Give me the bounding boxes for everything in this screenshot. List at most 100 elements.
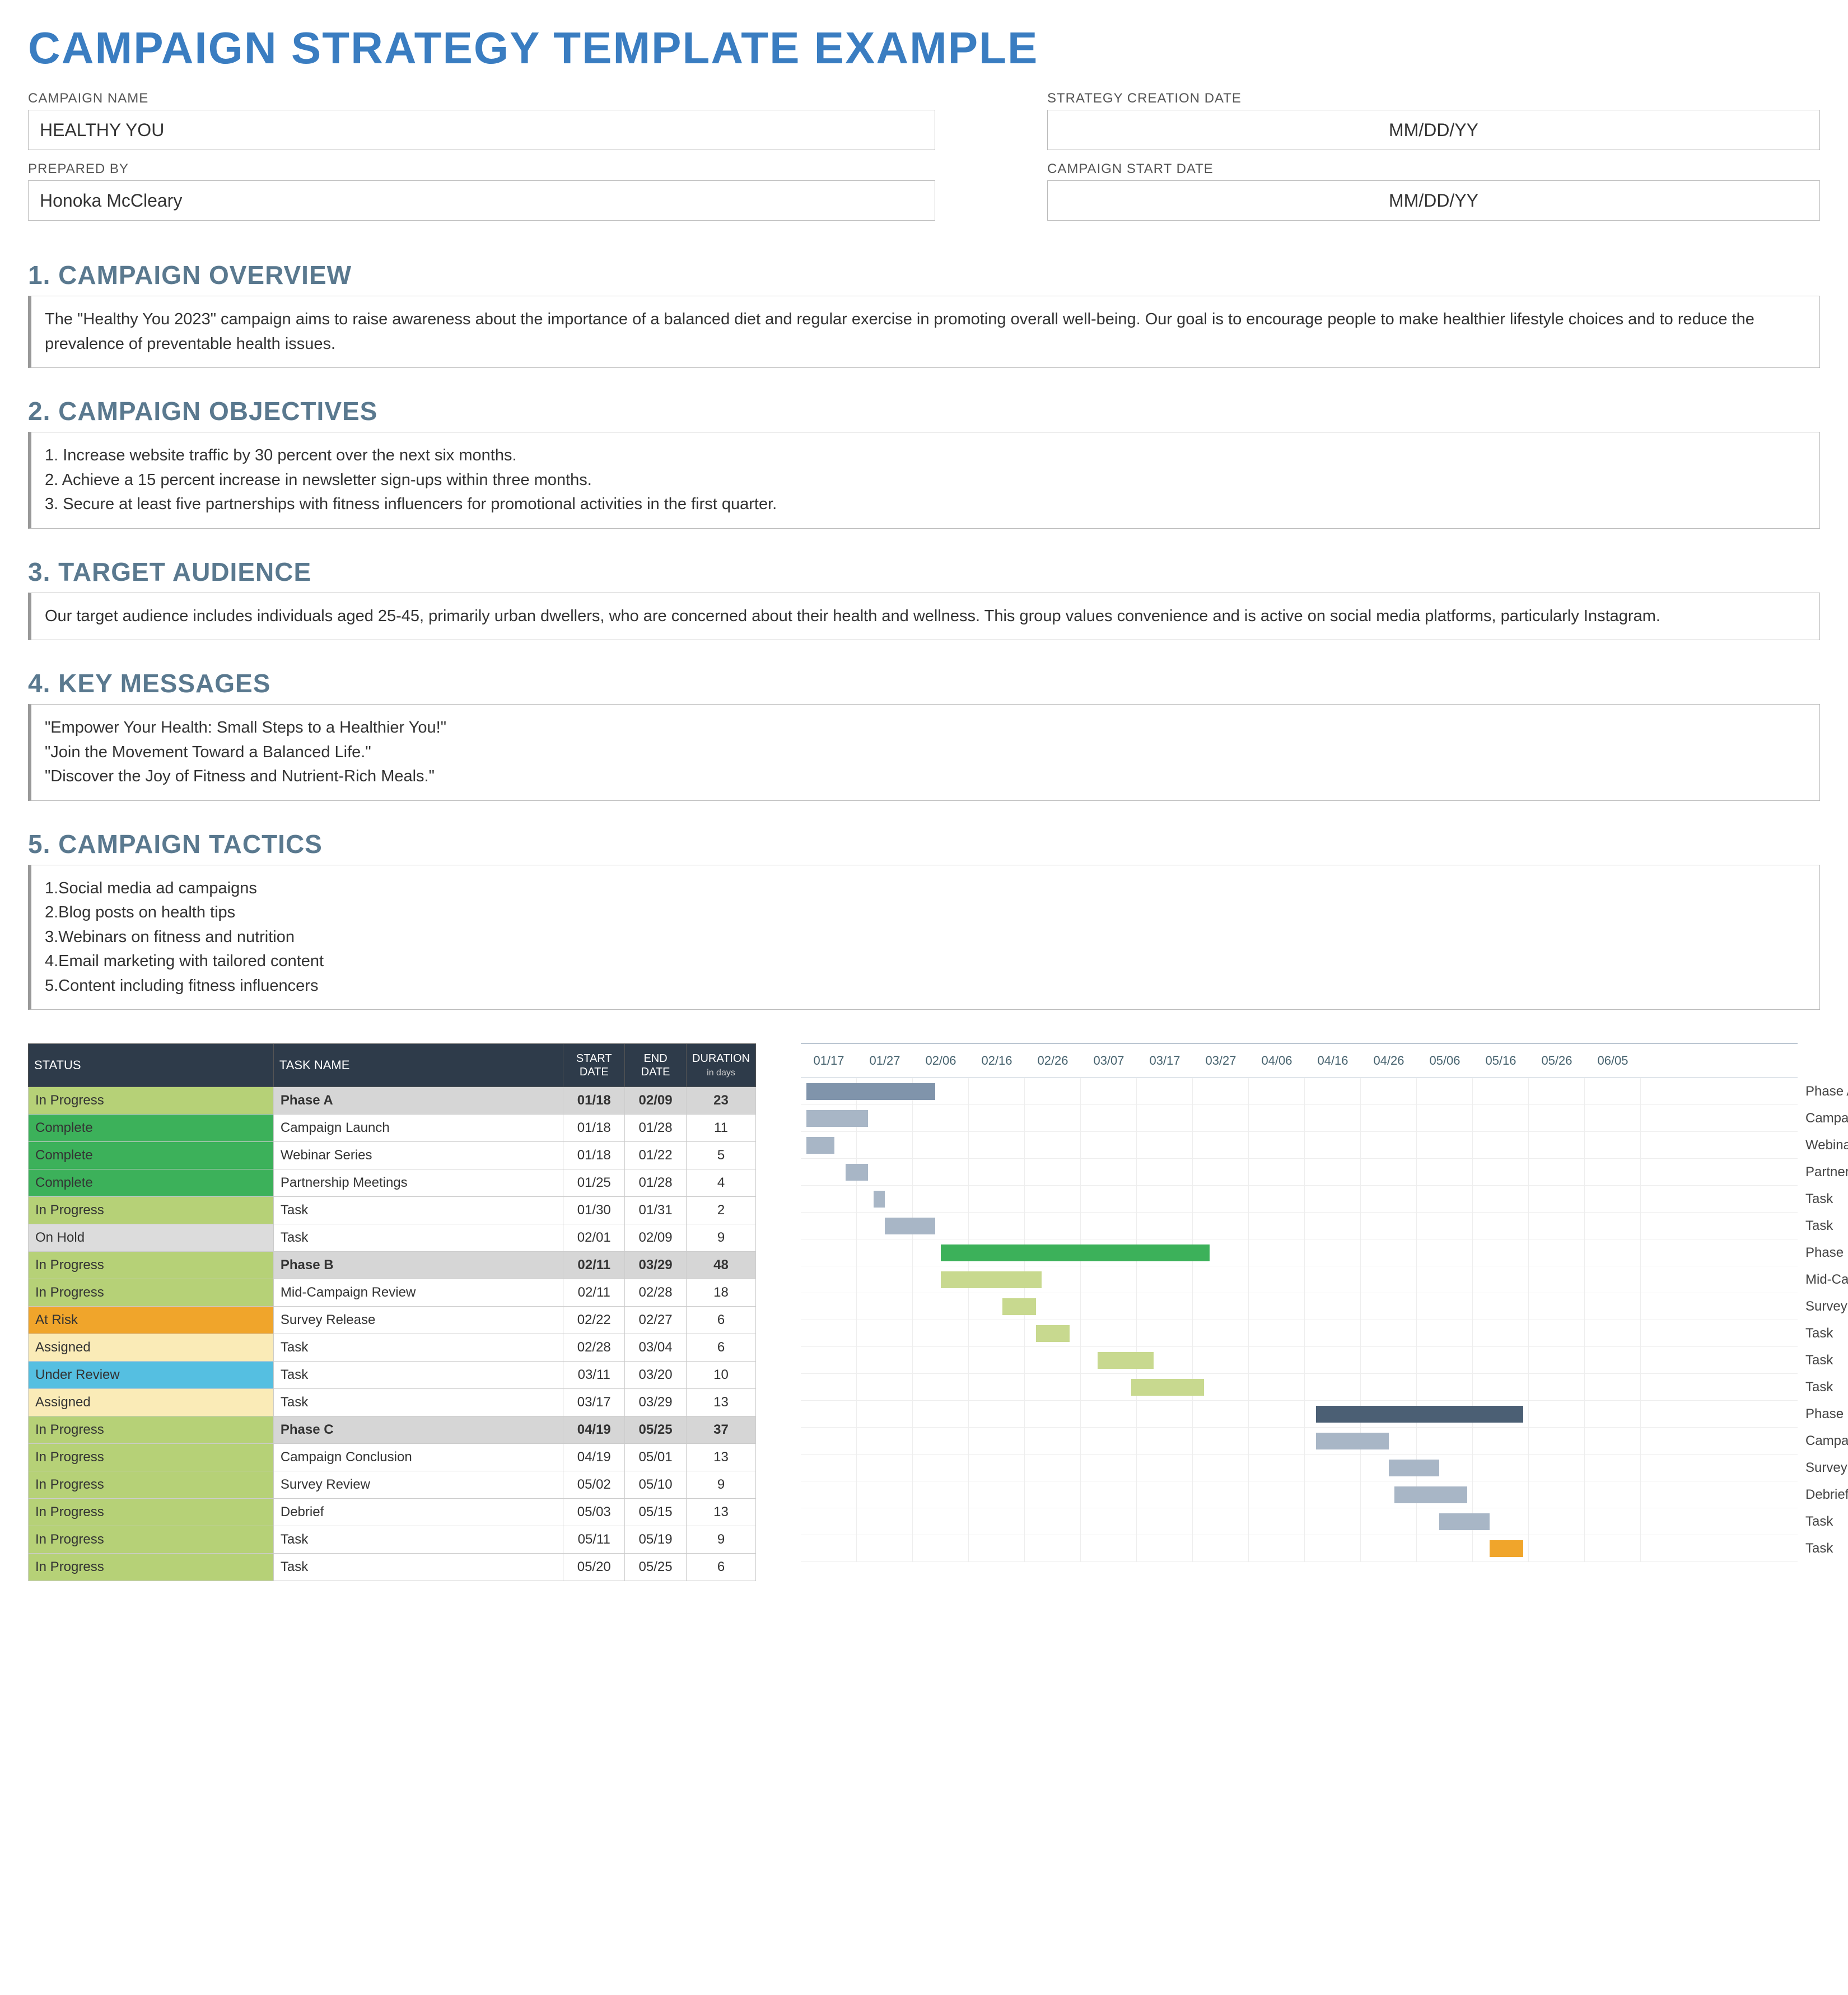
gantt-bar[interactable] <box>1131 1379 1204 1396</box>
gantt-row <box>801 1213 1798 1239</box>
campaign-name-input[interactable]: HEALTHY YOU <box>28 110 935 150</box>
status-cell[interactable]: In Progress <box>29 1444 274 1471</box>
task-name-cell: Task <box>273 1362 563 1389</box>
duration-cell: 4 <box>687 1169 756 1197</box>
task-name-cell: Webinar Series <box>273 1142 563 1169</box>
end-cell: 02/27 <box>625 1307 687 1334</box>
gantt-date: 04/26 <box>1361 1054 1417 1068</box>
status-cell[interactable]: In Progress <box>29 1554 274 1581</box>
end-cell: 05/10 <box>625 1471 687 1499</box>
status-cell[interactable]: In Progress <box>29 1526 274 1554</box>
gantt-bar[interactable] <box>806 1137 834 1154</box>
gantt-bar[interactable] <box>885 1218 935 1234</box>
section-heading-tactics: 5. CAMPAIGN TACTICS <box>28 829 1820 859</box>
table-row: In ProgressPhase B02/1103/2948 <box>29 1252 756 1279</box>
table-row: In ProgressTask05/2005/256 <box>29 1554 756 1581</box>
table-row: In ProgressTask01/3001/312 <box>29 1197 756 1224</box>
section-heading-overview: 1. CAMPAIGN OVERVIEW <box>28 260 1820 290</box>
gantt-row-label: Task <box>1805 1508 1848 1535</box>
gantt-bar[interactable] <box>806 1110 868 1127</box>
section-heading-objectives: 2. CAMPAIGN OBJECTIVES <box>28 396 1820 426</box>
duration-cell: 9 <box>687 1224 756 1252</box>
gantt-row-label: Campaign Conclusion <box>1805 1428 1848 1455</box>
duration-cell: 6 <box>687 1334 756 1362</box>
gantt-bar[interactable] <box>1002 1298 1036 1315</box>
gantt-chart: 01/1701/2702/0602/1602/2603/0703/1703/27… <box>801 1043 1798 1581</box>
status-cell[interactable]: In Progress <box>29 1471 274 1499</box>
gantt-bar[interactable] <box>874 1191 885 1208</box>
section-box-tactics[interactable]: 1.Social media ad campaigns 2.Blog posts… <box>28 865 1820 1010</box>
gantt-header: 01/1701/2702/0602/1602/2603/0703/1703/27… <box>801 1043 1798 1078</box>
th-duration-main: DURATION <box>692 1052 750 1065</box>
section-box-overview[interactable]: The "Healthy You 2023" campaign aims to … <box>28 296 1820 368</box>
gantt-bar[interactable] <box>806 1083 935 1100</box>
prepared-by-input[interactable]: Honoka McCleary <box>28 180 935 221</box>
status-cell[interactable]: In Progress <box>29 1087 274 1115</box>
gantt-bar[interactable] <box>1316 1406 1523 1423</box>
status-cell[interactable]: In Progress <box>29 1416 274 1444</box>
status-cell[interactable]: Complete <box>29 1169 274 1197</box>
gantt-bar[interactable] <box>1439 1513 1490 1530</box>
status-cell[interactable]: Complete <box>29 1115 274 1142</box>
status-cell[interactable]: Assigned <box>29 1389 274 1416</box>
gantt-row <box>801 1159 1798 1186</box>
duration-cell: 9 <box>687 1526 756 1554</box>
section-body-messages: "Empower Your Health: Small Steps to a H… <box>45 716 1806 789</box>
section-box-messages[interactable]: "Empower Your Health: Small Steps to a H… <box>28 704 1820 801</box>
gantt-row-label: Survey Review <box>1805 1455 1848 1481</box>
end-cell: 05/25 <box>625 1416 687 1444</box>
duration-cell: 6 <box>687 1554 756 1581</box>
section-box-audience[interactable]: Our target audience includes individuals… <box>28 593 1820 641</box>
start-cell: 01/18 <box>563 1115 625 1142</box>
th-status: STATUS <box>29 1044 274 1087</box>
end-cell: 01/28 <box>625 1115 687 1142</box>
status-cell[interactable]: In Progress <box>29 1197 274 1224</box>
gantt-row <box>801 1535 1798 1562</box>
end-cell: 05/15 <box>625 1499 687 1526</box>
table-row: In ProgressDebrief05/0305/1513 <box>29 1499 756 1526</box>
gantt-bar[interactable] <box>941 1244 1210 1261</box>
status-cell[interactable]: On Hold <box>29 1224 274 1252</box>
status-cell[interactable]: Assigned <box>29 1334 274 1362</box>
gantt-date: 05/26 <box>1529 1054 1585 1068</box>
status-cell[interactable]: In Progress <box>29 1279 274 1307</box>
task-name-cell: Partnership Meetings <box>273 1169 563 1197</box>
task-name-cell: Mid-Campaign Review <box>273 1279 563 1307</box>
task-name-cell: Phase C <box>273 1416 563 1444</box>
end-cell: 05/01 <box>625 1444 687 1471</box>
end-cell: 05/25 <box>625 1554 687 1581</box>
duration-cell: 13 <box>687 1499 756 1526</box>
gantt-bar[interactable] <box>1316 1433 1389 1449</box>
table-row: In ProgressTask05/1105/199 <box>29 1526 756 1554</box>
start-date-label: CAMPAIGN START DATE <box>1047 161 1820 177</box>
start-cell: 05/20 <box>563 1554 625 1581</box>
gantt-bar[interactable] <box>1490 1540 1523 1557</box>
gantt-row <box>801 1132 1798 1159</box>
status-cell[interactable]: At Risk <box>29 1307 274 1334</box>
status-cell[interactable]: In Progress <box>29 1252 274 1279</box>
gantt-bar[interactable] <box>941 1271 1042 1288</box>
gantt-bar[interactable] <box>1036 1325 1070 1342</box>
section-box-objectives[interactable]: 1. Increase website traffic by 30 percen… <box>28 432 1820 529</box>
start-date-input[interactable]: MM/DD/YY <box>1047 180 1820 221</box>
table-row: In ProgressPhase C04/1905/2537 <box>29 1416 756 1444</box>
gantt-date: 03/27 <box>1193 1054 1249 1068</box>
gantt-bar[interactable] <box>1098 1352 1154 1369</box>
duration-cell: 37 <box>687 1416 756 1444</box>
task-name-cell: Campaign Conclusion <box>273 1444 563 1471</box>
gantt-bar[interactable] <box>1389 1460 1439 1476</box>
status-cell[interactable]: Complete <box>29 1142 274 1169</box>
creation-date-input[interactable]: MM/DD/YY <box>1047 110 1820 150</box>
task-name-cell: Phase A <box>273 1087 563 1115</box>
gantt-bar[interactable] <box>846 1164 868 1181</box>
status-cell[interactable]: In Progress <box>29 1499 274 1526</box>
start-cell: 04/19 <box>563 1416 625 1444</box>
gantt-date: 06/05 <box>1585 1054 1641 1068</box>
status-cell[interactable]: Under Review <box>29 1362 274 1389</box>
start-cell: 05/02 <box>563 1471 625 1499</box>
duration-cell: 48 <box>687 1252 756 1279</box>
gantt-bar[interactable] <box>1394 1486 1467 1503</box>
header-fields: CAMPAIGN NAME HEALTHY YOU PREPARED BY Ho… <box>28 91 1820 232</box>
end-cell: 03/20 <box>625 1362 687 1389</box>
gantt-row <box>801 1455 1798 1481</box>
